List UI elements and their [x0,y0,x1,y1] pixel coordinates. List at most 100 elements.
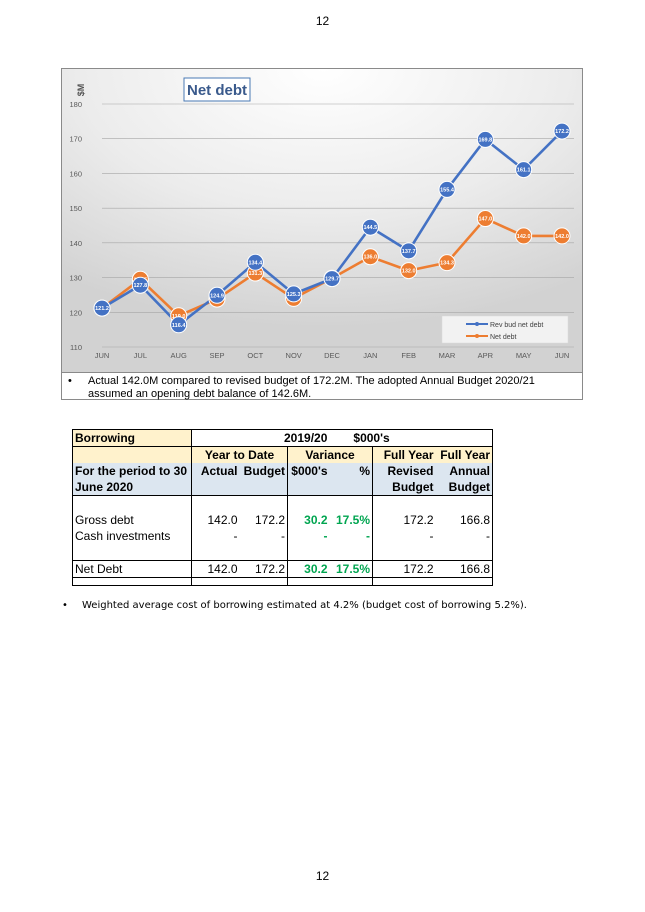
y-tick-label: 160 [69,169,82,178]
page-number-bottom: 12 [315,869,330,883]
total-actual: 142.0 [191,560,240,578]
spacer-cell [72,544,192,561]
data-point [361,218,379,236]
y-tick-label: 120 [69,308,82,317]
x-tick-label: APR [478,351,494,360]
data-point [476,210,494,228]
x-tick-label: FEB [401,351,416,360]
chart-commentary: • Actual 142.0M compared to revised budg… [61,373,583,400]
y-tick-label: 140 [69,239,82,248]
cell-variance: 30.2 [304,513,328,527]
x-tick-label: JAN [363,351,377,360]
spacer-cell [287,577,330,586]
y-tick-label: 130 [69,274,82,283]
legend-label-net-debt: Net debt [490,334,517,341]
x-tick-label: MAY [516,351,532,360]
data-label: 161.1 [517,168,531,174]
data-label: 129.7 [325,277,339,283]
cell-actual: - [233,529,238,543]
chart-title: Net debt [187,82,247,99]
spacer-cell [239,577,288,586]
spacer-cell [435,544,493,561]
spacer-cell [191,544,240,561]
borrowing-table: Borrowing 2019/20 $000's Year to Date Var… [72,429,493,586]
period-line2: June 2020 [72,479,192,496]
data-label: 147.0 [478,217,492,223]
x-tick-label: JUN [555,351,570,360]
cell-annual-budget: 166.8 [435,512,493,528]
data-point [438,254,456,272]
chart-svg: 110 120 130 140 150 160 170 180 JUN JUL AUG SEP OCT N… [62,69,582,372]
page-number-top: 12 [315,14,330,28]
data-label: 116.4 [172,323,186,329]
data-point [246,253,264,271]
net-debt-chart: 110 120 130 140 150 160 170 180 JUN JUL AUG SEP OCT N… [61,68,583,373]
row-label: Gross debt [72,512,192,528]
x-tick-label: OCT [247,351,263,360]
spacer-cell [288,496,330,513]
spacer-cell [287,544,330,561]
spacer-cell [435,577,493,586]
table-row: Gross debt 142.0 172.2 30.2 17.5% 172.2 … [72,512,493,528]
spacer-cell [72,495,192,512]
data-label: 137.7 [402,249,416,255]
data-label: 169.8 [478,137,492,143]
y-tick-label: 180 [69,100,82,109]
spacer-cell [329,577,373,586]
data-point [323,270,341,288]
spacer-cell [239,495,288,512]
y-tick-label: 110 [70,343,82,352]
data-label: 144.5 [363,225,377,231]
x-tick-label: JUL [134,351,147,360]
borrowing-cost-text: Weighted average cost of borrowing estim… [82,600,527,611]
spacer-cell [372,544,436,561]
period-blank [72,446,192,463]
row-label: Cash investments [72,528,192,544]
data-label: 132.0 [402,269,416,275]
spacer-cell [192,496,240,513]
data-label: 121.2 [95,306,109,312]
data-label: 155.4 [440,187,455,193]
table-heading: 2019/20 $000's [191,429,493,447]
total-variance: 30.2 [287,560,330,578]
cell-budget: 172.2 [239,512,288,528]
cell-budget: - [239,528,288,544]
fy-revised-line2: Revised [372,463,436,479]
data-label: 172.2 [555,129,569,135]
bullet-dot: • [62,600,68,611]
fy-annual-line3: Budget [435,479,493,496]
data-point [170,316,188,334]
data-label: 134.3 [440,261,454,267]
commentary-text: Actual 142.0M compared to revised budget… [88,375,535,400]
data-label: 127.8 [133,283,147,289]
data-point [515,227,533,245]
spacer-cell [72,577,192,586]
fy-annual-line1: Full Year [435,446,493,463]
table-row: Cash investments - - - - - - [72,528,493,544]
data-point [400,242,418,260]
table-total-row: Net Debt 142.0 172.2 30.2 17.5% 172.2 16… [72,560,493,578]
data-point [553,122,571,140]
legend-box [441,315,569,344]
total-percent: 17.5% [329,560,373,578]
fy-revised-line1: Full Year [372,446,436,463]
fy-revised-line3: Budget [372,479,436,496]
y-axis-label: $M [76,84,86,97]
table-year: 2019/20 [284,431,328,445]
x-tick-label: MAR [439,351,456,360]
cell-revised-budget: 172.2 [403,513,434,527]
data-point [476,130,494,148]
spacer-cell [239,544,288,561]
legend-label-rev-bud: Rev bud net debt [490,322,543,329]
col-percent: % [329,463,373,479]
y-tick-label: 170 [69,135,82,144]
data-point [515,161,533,179]
data-point [438,180,456,198]
header-blank [287,479,330,496]
header-blank [329,479,373,496]
cell-annual-budget: - [435,528,493,544]
col-actual: Actual [191,463,240,479]
cell-actual: 142.0 [207,513,238,527]
data-label: 124.9 [210,293,224,299]
table-units: $000's [353,431,390,445]
